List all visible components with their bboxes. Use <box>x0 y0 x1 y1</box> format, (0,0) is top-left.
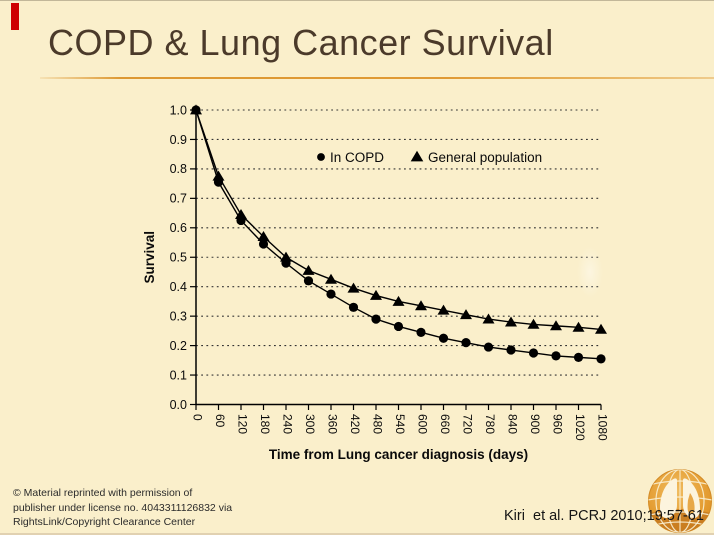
x-tick-label: 900 <box>528 414 542 434</box>
x-tick-label: 840 <box>506 414 520 434</box>
y-tick-label: 0.1 <box>170 368 187 382</box>
x-tick-label: 540 <box>393 414 407 434</box>
lung-left-icon <box>660 478 677 519</box>
data-point-circle <box>348 302 359 312</box>
data-point-circle <box>326 289 336 299</box>
x-tick-label: 120 <box>236 414 250 434</box>
x-tick-label: 420 <box>348 414 362 434</box>
data-point-triangle <box>437 304 450 315</box>
y-tick-label: 0.2 <box>170 339 187 353</box>
data-point-circle <box>528 348 539 358</box>
data-point-circle <box>483 342 494 352</box>
data-point-circle <box>303 276 314 286</box>
y-tick-label: 0.6 <box>170 221 187 235</box>
data-point-circle <box>596 354 606 364</box>
x-tick-label: 960 <box>551 414 565 434</box>
x-tick-label: 1080 <box>596 414 610 441</box>
data-point-triangle <box>280 251 292 262</box>
x-tick-label: 60 <box>213 414 227 428</box>
y-tick-label: 0.7 <box>170 192 187 206</box>
data-point-triangle <box>482 313 495 324</box>
series-line-circle <box>195 109 602 360</box>
data-point-circle <box>371 314 381 324</box>
x-tick-label: 360 <box>326 414 340 434</box>
data-point-triangle <box>505 316 517 327</box>
y-tick-label: 1.0 <box>170 103 187 117</box>
legend-label-general: General population <box>428 150 542 165</box>
lung-right-detail <box>687 493 695 514</box>
x-tick-label: 300 <box>303 414 317 434</box>
data-point-circle <box>258 239 269 249</box>
x-axis-title: Time from Lung cancer diagnosis (days) <box>269 447 528 462</box>
data-point-triangle <box>347 282 360 293</box>
data-point-triangle <box>212 170 225 181</box>
data-point-triangle <box>460 309 472 320</box>
x-tick-label: 660 <box>438 414 452 434</box>
data-point-triangle <box>257 231 270 242</box>
copyright-line: © Material reprinted with permission of <box>13 487 193 499</box>
data-point-triangle <box>325 273 337 284</box>
copyright-line: RightsLink/Copyright Clearance Center <box>13 516 196 528</box>
data-point-triangle <box>370 289 382 300</box>
watermark-smudge <box>577 246 603 298</box>
data-point-triangle <box>302 264 315 275</box>
data-point-circle <box>416 327 426 337</box>
survival-chart: 0.0 0.1 0.2 0.3 0.4 0.5 0.6 0.7 0.8 0.9 1.0 0 60 120 1… <box>142 103 610 462</box>
data-point-circle <box>461 338 471 348</box>
x-tick-label: 180 <box>258 414 272 434</box>
y-tick-label: 0.0 <box>170 398 187 412</box>
copyright-note: © Material reprinted with permission of … <box>13 486 232 530</box>
legend-circle-marker <box>317 153 325 161</box>
x-tick-label: 240 <box>281 414 295 434</box>
citation: Kiri et al. PCRJ 2010;19:57-61 <box>504 508 704 524</box>
legend-label-copd: In COPD <box>330 150 384 165</box>
y-axis-title: Survival <box>142 231 157 284</box>
y-tick-label: 0.5 <box>170 251 187 265</box>
data-point-circle <box>438 333 449 343</box>
accent-bar <box>11 3 19 30</box>
data-point-triangle <box>235 208 247 219</box>
copyright-line: publisher under license no. 404331112683… <box>13 501 233 514</box>
data-point-triangle <box>550 320 562 331</box>
x-tick-label: 600 <box>416 414 430 434</box>
data-point-triangle <box>572 321 585 332</box>
y-tick-label: 0.4 <box>170 280 187 294</box>
data-point-triangle <box>595 323 607 334</box>
y-tick-label: 0.9 <box>170 133 187 147</box>
data-point-circle <box>506 345 516 355</box>
data-point-triangle <box>415 300 427 311</box>
x-tick-label: 720 <box>461 414 475 434</box>
x-tick-label: 780 <box>483 414 497 434</box>
data-point-circle <box>551 351 561 361</box>
data-point-circle <box>573 352 584 362</box>
page-title: COPD & Lung Cancer Survival <box>48 22 554 63</box>
y-tick-label: 0.3 <box>170 309 187 323</box>
data-point-circle <box>393 321 404 332</box>
title-underline <box>40 77 714 79</box>
x-tick-label: 480 <box>371 414 385 434</box>
data-point-triangle <box>527 318 540 329</box>
y-tick-label: 0.8 <box>170 162 187 176</box>
x-tick-label: 1020 <box>573 414 587 441</box>
data-point-triangle <box>392 295 405 306</box>
legend-triangle-marker <box>410 150 424 162</box>
x-tick-label: 0 <box>191 414 205 421</box>
lungs-globe-logo <box>648 469 712 533</box>
data-point-triangle <box>190 104 202 115</box>
